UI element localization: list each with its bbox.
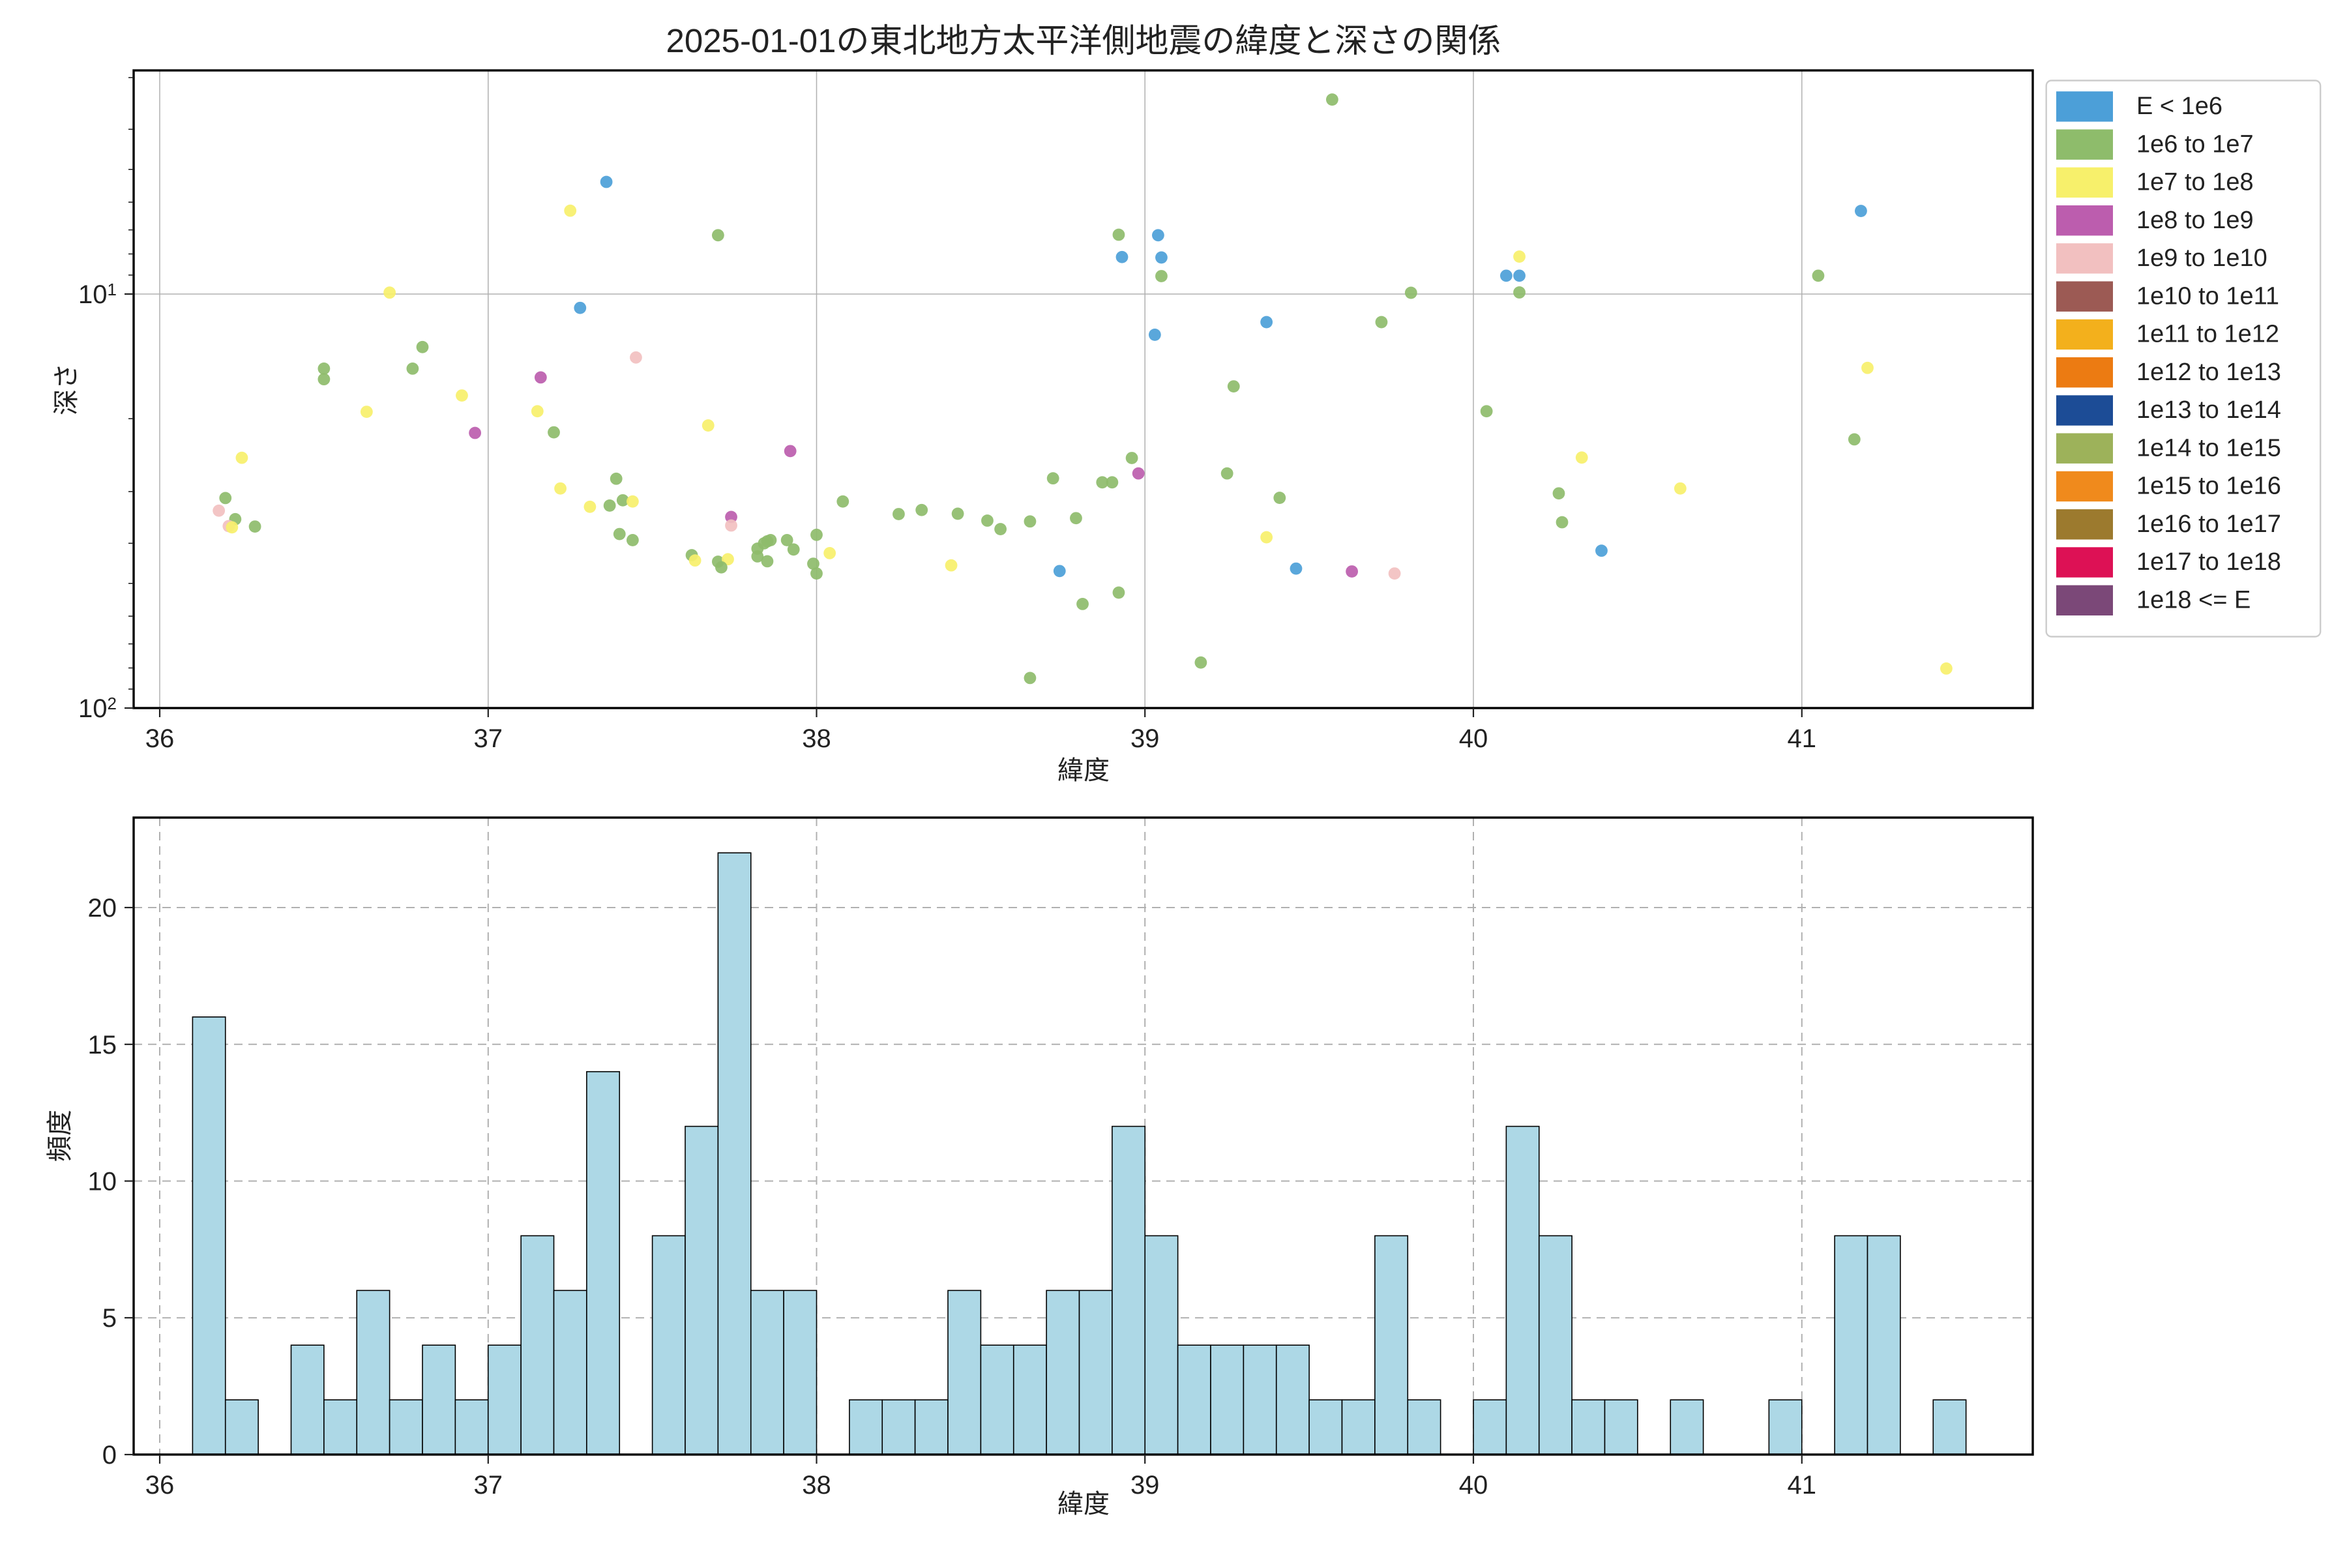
svg-text:1e8 to 1e9: 1e8 to 1e9 — [2136, 207, 2254, 234]
svg-text:38: 38 — [802, 724, 831, 753]
svg-text:頻度: 頻度 — [46, 1110, 74, 1162]
svg-text:41: 41 — [1788, 724, 1817, 753]
svg-text:1e18 <= E: 1e18 <= E — [2136, 586, 2251, 614]
svg-text:10: 10 — [88, 1168, 117, 1196]
svg-text:1e10 to 1e11: 1e10 to 1e11 — [2136, 282, 2279, 310]
svg-text:緯度: 緯度 — [1057, 1490, 1110, 1518]
svg-text:39: 39 — [1130, 1471, 1160, 1500]
svg-text:1e7 to 1e8: 1e7 to 1e8 — [2136, 169, 2254, 196]
svg-text:40: 40 — [1459, 1471, 1488, 1500]
svg-text:39: 39 — [1130, 724, 1160, 753]
svg-text:40: 40 — [1459, 724, 1488, 753]
svg-text:1e11 to 1e12: 1e11 to 1e12 — [2136, 321, 2279, 348]
svg-text:1e16 to 1e17: 1e16 to 1e17 — [2136, 510, 2281, 538]
svg-text:5: 5 — [102, 1304, 117, 1333]
svg-text:36: 36 — [145, 724, 175, 753]
svg-text:36: 36 — [145, 1471, 175, 1500]
svg-text:20: 20 — [88, 894, 117, 923]
svg-text:1e13 to 1e14: 1e13 to 1e14 — [2136, 396, 2281, 424]
svg-text:1e15 to 1e16: 1e15 to 1e16 — [2136, 473, 2281, 500]
svg-text:1e6 to 1e7: 1e6 to 1e7 — [2136, 130, 2254, 158]
svg-text:1e9 to 1e10: 1e9 to 1e10 — [2136, 244, 2267, 272]
svg-text:41: 41 — [1788, 1471, 1817, 1500]
svg-text:15: 15 — [88, 1031, 117, 1059]
svg-text:2025-01-01の東北地方太平洋側地震の緯度と深さの関係: 2025-01-01の東北地方太平洋側地震の緯度と深さの関係 — [666, 22, 1501, 59]
svg-text:38: 38 — [802, 1471, 831, 1500]
svg-text:37: 37 — [474, 1471, 503, 1500]
svg-text:1e14 to 1e15: 1e14 to 1e15 — [2136, 434, 2281, 462]
svg-text:深さ: 深さ — [52, 363, 81, 415]
svg-text:E < 1e6: E < 1e6 — [2136, 93, 2222, 120]
svg-text:1e12 to 1e13: 1e12 to 1e13 — [2136, 359, 2281, 386]
svg-text:0: 0 — [102, 1441, 117, 1470]
svg-text:1e17 to 1e18: 1e17 to 1e18 — [2136, 548, 2281, 576]
svg-text:37: 37 — [474, 724, 503, 753]
svg-text:緯度: 緯度 — [1057, 756, 1110, 785]
